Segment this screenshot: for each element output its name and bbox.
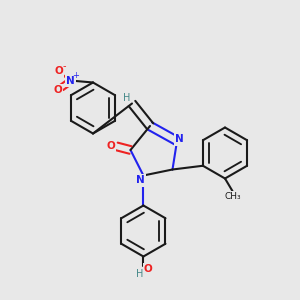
Text: O: O: [106, 141, 115, 151]
Text: N: N: [66, 76, 75, 86]
Text: H: H: [136, 269, 143, 279]
Text: N: N: [175, 134, 184, 144]
Text: O: O: [54, 66, 63, 76]
Text: CH₃: CH₃: [225, 192, 242, 201]
Text: +: +: [73, 70, 79, 80]
Text: H: H: [123, 92, 130, 103]
Text: -: -: [62, 61, 66, 71]
Text: O: O: [144, 264, 153, 274]
Text: N: N: [136, 175, 145, 185]
Text: O: O: [53, 85, 62, 95]
